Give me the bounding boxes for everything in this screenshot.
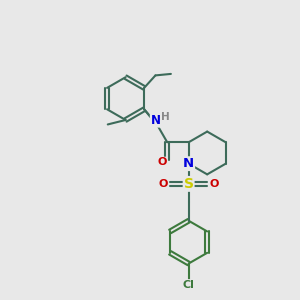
Text: O: O [158, 179, 168, 189]
Text: O: O [209, 179, 219, 189]
Text: Cl: Cl [183, 280, 195, 290]
Text: N: N [151, 114, 160, 127]
Text: O: O [157, 158, 167, 167]
Text: N: N [183, 157, 194, 170]
Text: H: H [161, 112, 170, 122]
Text: S: S [184, 177, 194, 191]
